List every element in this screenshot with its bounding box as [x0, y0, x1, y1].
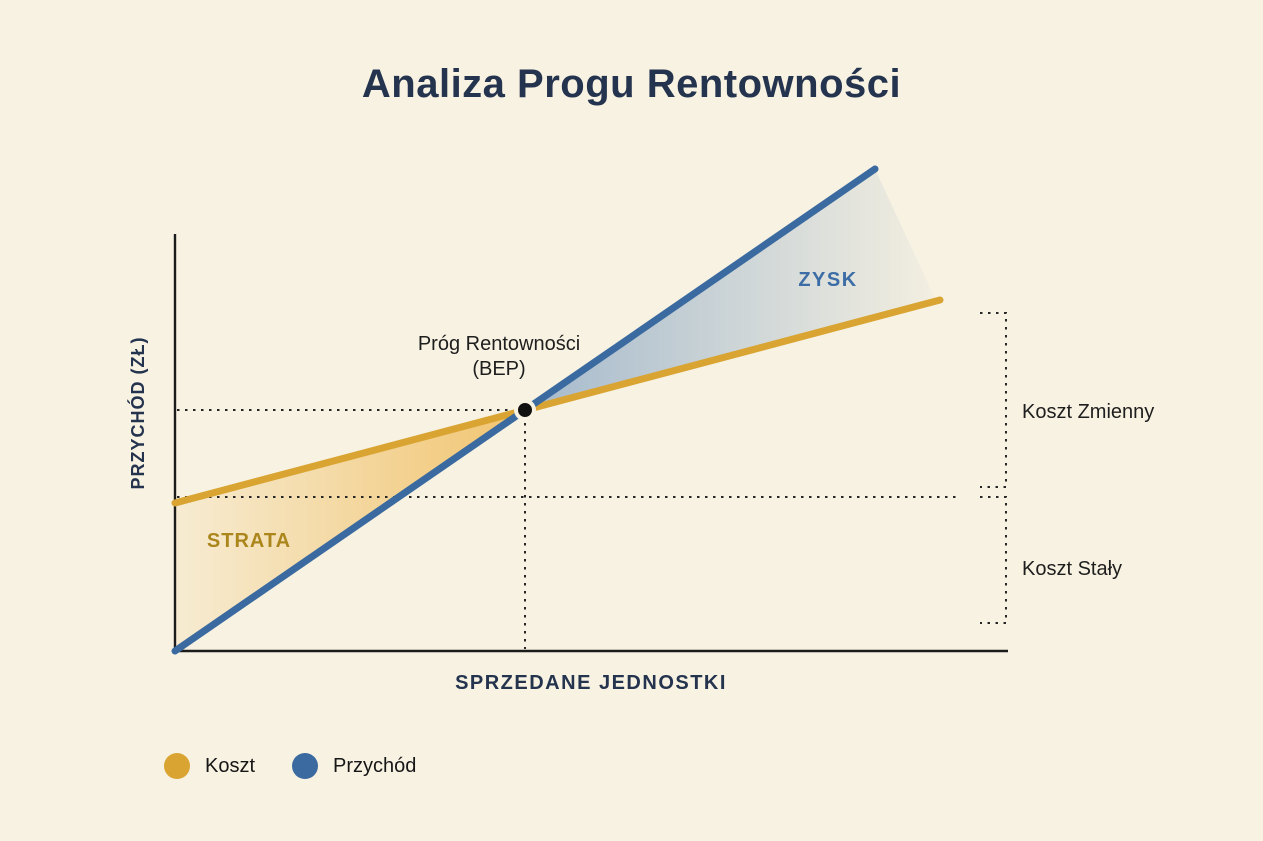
revenue-legend-dot-icon: [292, 753, 319, 779]
break-even-label-line2: (BEP): [472, 358, 526, 380]
y-axis-label: PRZYCHÓD (ZŁ): [128, 336, 148, 490]
fixed-cost-label: Koszt Stały: [1022, 558, 1123, 580]
legend: Koszt Przychód: [164, 753, 416, 779]
legend-item-cost: Koszt: [164, 753, 255, 779]
fixed-cost-bracket: [980, 496, 1007, 624]
profit-area-label: ZYSK: [798, 269, 858, 291]
chart-title: Analiza Progu Rentowności: [361, 62, 902, 106]
x-axis-label: SPRZEDANE JEDNOSTKI: [455, 672, 727, 694]
break-even-point: [514, 399, 536, 421]
cost-legend-dot-icon: [164, 753, 190, 779]
variable-cost-bracket: [980, 312, 1007, 488]
legend-cost-label: Koszt: [205, 754, 256, 777]
legend-revenue-label: Przychód: [333, 754, 417, 777]
cost-line: [171, 296, 944, 507]
variable-cost-label: Koszt Zmienny: [1022, 401, 1155, 423]
break-even-label: Próg Rentowności (BEP): [349, 332, 649, 382]
break-even-label-line1: Próg Rentowności: [417, 333, 581, 355]
loss-area-label: STRATA: [206, 530, 292, 552]
profit-region: [525, 169, 935, 410]
legend-item-revenue: Przychód: [292, 753, 416, 779]
